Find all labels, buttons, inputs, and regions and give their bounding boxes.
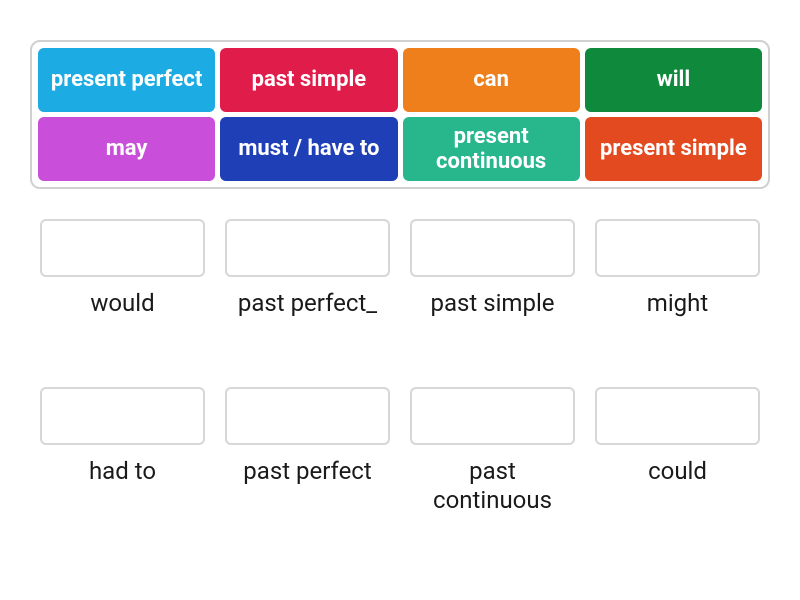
drop-slot[interactable] [225,387,390,445]
tile-present-continuous[interactable]: present continuous [403,117,580,181]
target-label: past perfect [243,457,371,515]
target-would: would [40,219,205,347]
target-label: had to [89,457,156,515]
target-could: could [595,387,760,515]
drop-slot[interactable] [40,387,205,445]
target-label: past simple [430,289,554,347]
target-label: past continuous [410,457,575,515]
target-past-perfect: past perfect [225,387,390,515]
tile-must-have-to[interactable]: must / have to [220,117,397,181]
drop-slot[interactable] [595,219,760,277]
target-label: might [647,289,708,347]
target-past-simple: past simple [410,219,575,347]
tile-past-simple[interactable]: past simple [220,48,397,112]
drop-slot[interactable] [410,219,575,277]
drop-slot[interactable] [410,387,575,445]
target-label: past perfect_ [238,289,377,347]
drop-slot[interactable] [40,219,205,277]
target-grid: would past perfect_ past simple might ha… [30,219,770,515]
tile-will[interactable]: will [585,48,762,112]
target-might: might [595,219,760,347]
target-past-perfect-underscore: past perfect_ [225,219,390,347]
tile-present-perfect[interactable]: present perfect [38,48,215,112]
tile-may[interactable]: may [38,117,215,181]
tile-present-simple[interactable]: present simple [585,117,762,181]
target-had-to: had to [40,387,205,515]
target-label: would [90,289,154,347]
drop-slot[interactable] [225,219,390,277]
target-past-continuous: past continuous [410,387,575,515]
drop-slot[interactable] [595,387,760,445]
target-label: could [648,457,707,515]
tile-can[interactable]: can [403,48,580,112]
tile-bank: present perfect past simple can will may… [30,40,770,189]
